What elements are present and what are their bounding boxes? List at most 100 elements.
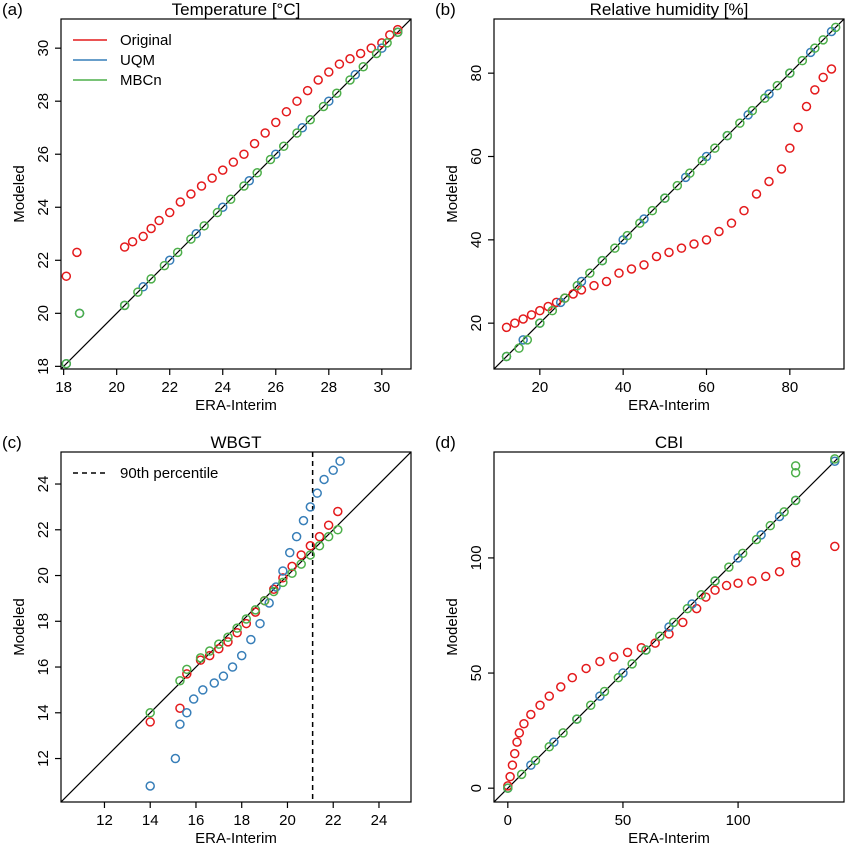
data-point: [641, 645, 651, 655]
x-axis-label: ERA-Interim: [628, 397, 710, 414]
data-point: [522, 335, 533, 345]
series-uqm: [145, 456, 345, 791]
data-point: [225, 194, 236, 205]
data-point: [622, 647, 633, 658]
legend-label: MBCn: [120, 72, 162, 89]
data-point: [801, 101, 812, 112]
data-point: [610, 243, 620, 253]
data-point: [544, 741, 555, 752]
data-point: [526, 310, 537, 320]
data-point: [779, 507, 789, 517]
y-tick-label: 24: [35, 199, 52, 216]
data-point: [585, 268, 595, 278]
data-point: [333, 525, 343, 535]
data-point: [214, 639, 224, 649]
x-tick-label: 30: [373, 379, 390, 396]
panel-1: 20 40 60 80 20 40 60 80 ERA-Interim Modeled Relati…: [435, 0, 845, 414]
data-point: [636, 642, 647, 653]
x-tick-label: 22: [161, 379, 178, 396]
data-point: [298, 515, 309, 526]
data-point: [544, 691, 555, 701]
data-point: [790, 550, 801, 561]
data-point: [246, 634, 256, 645]
panel-label: (c): [2, 433, 22, 452]
x-tick-label: 18: [233, 812, 250, 829]
data-point: [328, 465, 338, 476]
data-point: [302, 85, 313, 96]
data-point: [739, 205, 749, 216]
data-point: [199, 221, 209, 231]
data-point: [765, 520, 776, 531]
data-point: [697, 155, 708, 166]
data-point: [182, 669, 192, 679]
chart-title: WBGT: [211, 433, 262, 452]
data-point: [305, 502, 316, 512]
y-axis-label: Modeled: [444, 598, 461, 656]
chart-title: Relative humidity [%]: [590, 0, 749, 19]
data-point: [119, 242, 130, 252]
data-point: [776, 164, 787, 174]
data-point: [287, 561, 297, 572]
data-point: [377, 38, 387, 48]
y-tick-label: 22: [35, 521, 52, 538]
data-point: [503, 783, 513, 793]
data-point: [358, 61, 369, 72]
data-point: [818, 72, 828, 83]
data-point: [518, 314, 528, 324]
data-point: [501, 351, 512, 362]
data-point: [318, 101, 329, 112]
data-point: [639, 260, 649, 270]
legend: Original UQM MBCn: [73, 32, 172, 89]
data-point: [810, 43, 820, 53]
data-point: [676, 243, 687, 253]
data-point: [392, 24, 403, 35]
data-point: [265, 154, 276, 165]
data-point: [154, 215, 164, 226]
data-point: [585, 700, 596, 711]
data-point: [296, 550, 306, 560]
data-point: [735, 118, 745, 128]
x-tick-label: 18: [55, 379, 72, 396]
data-point: [601, 276, 612, 287]
data-point: [701, 235, 712, 245]
data-point: [567, 672, 578, 683]
data-point: [182, 664, 192, 675]
data-point: [392, 27, 403, 38]
series-mbcn: [503, 454, 840, 793]
plot-frame: [60, 18, 412, 370]
data-point: [664, 247, 674, 258]
data-point: [785, 68, 795, 78]
data-point: [296, 559, 306, 569]
x-tick-label: 28: [320, 379, 337, 396]
data-point: [682, 603, 693, 614]
data-point: [818, 35, 828, 45]
data-point: [204, 646, 215, 656]
y-tick-label: 40: [468, 231, 485, 248]
data-point: [647, 205, 658, 216]
data-point: [613, 672, 624, 683]
data-point: [514, 343, 524, 353]
data-point: [119, 300, 130, 311]
data-point: [297, 122, 308, 133]
data-point: [255, 618, 265, 629]
data-point: [214, 643, 224, 654]
data-point: [207, 173, 217, 183]
data-point: [170, 753, 181, 764]
data-point: [597, 255, 608, 266]
data-point: [218, 671, 229, 681]
data-point: [710, 576, 720, 586]
data-point: [198, 685, 208, 695]
data-point: [292, 128, 302, 138]
y-tick-label: 20: [35, 305, 52, 322]
data-point: [510, 318, 520, 328]
data-point: [241, 618, 252, 629]
data-point: [581, 663, 591, 674]
y-tick-label: 16: [35, 659, 52, 676]
data-point: [790, 467, 801, 478]
data-point: [668, 617, 679, 628]
data-point: [382, 38, 392, 48]
data-point: [721, 580, 732, 591]
data-point: [236, 650, 247, 661]
data-point: [127, 236, 138, 247]
data-point: [830, 454, 840, 464]
